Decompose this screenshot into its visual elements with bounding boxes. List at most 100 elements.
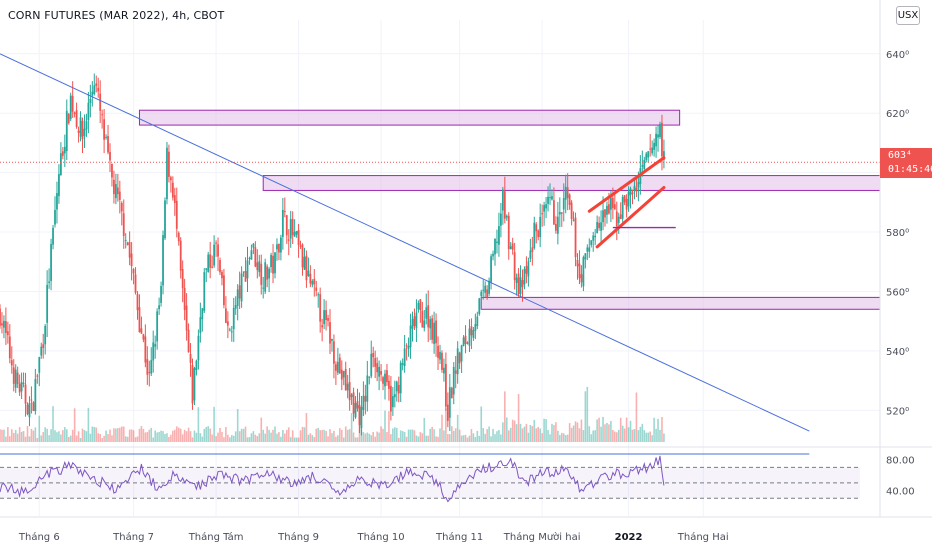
candle-body[interactable] bbox=[299, 245, 302, 247]
candle-body[interactable] bbox=[503, 191, 506, 219]
candle-body[interactable] bbox=[187, 329, 190, 353]
candle-body[interactable] bbox=[558, 211, 561, 215]
candle-body[interactable] bbox=[331, 338, 333, 341]
candle-body[interactable] bbox=[42, 344, 45, 348]
candle-body[interactable] bbox=[615, 211, 618, 227]
candle-body[interactable] bbox=[226, 321, 229, 326]
candle-body[interactable] bbox=[621, 197, 624, 219]
chart-drawings[interactable] bbox=[0, 53, 880, 455]
candle-body[interactable] bbox=[582, 257, 585, 287]
candle-body[interactable] bbox=[171, 182, 174, 198]
candle-body[interactable] bbox=[177, 232, 180, 242]
candle-body[interactable] bbox=[478, 298, 481, 315]
resistance-zones[interactable] bbox=[138, 109, 881, 310]
candle-body[interactable] bbox=[103, 119, 106, 140]
candle-body[interactable] bbox=[109, 151, 111, 161]
candle-body[interactable] bbox=[574, 217, 577, 258]
candle-body[interactable] bbox=[205, 268, 208, 270]
candle-body[interactable] bbox=[224, 308, 227, 323]
candle-body[interactable] bbox=[32, 402, 35, 411]
candle-body[interactable] bbox=[6, 331, 9, 336]
candle-body[interactable] bbox=[560, 212, 563, 214]
candle-body[interactable] bbox=[3, 320, 5, 328]
candle-body[interactable] bbox=[498, 226, 500, 245]
candle-body[interactable] bbox=[350, 394, 353, 397]
candle-body[interactable] bbox=[183, 287, 186, 310]
candle-body[interactable] bbox=[134, 274, 137, 293]
resistance-zone[interactable] bbox=[480, 296, 881, 310]
candle-body[interactable] bbox=[549, 197, 551, 199]
candle-body[interactable] bbox=[107, 136, 109, 153]
candle-body[interactable] bbox=[499, 213, 502, 226]
candle-body[interactable] bbox=[423, 320, 426, 329]
candle-body[interactable] bbox=[319, 294, 322, 322]
candle-body[interactable] bbox=[631, 192, 634, 194]
candle-body[interactable] bbox=[515, 277, 518, 284]
candle-body[interactable] bbox=[653, 142, 656, 150]
candle-body[interactable] bbox=[411, 318, 414, 329]
candle-body[interactable] bbox=[44, 326, 47, 345]
candle-body[interactable] bbox=[433, 322, 436, 344]
candle-body[interactable] bbox=[360, 406, 363, 428]
candle-body[interactable] bbox=[629, 188, 632, 196]
candle-body[interactable] bbox=[468, 328, 471, 346]
candle-body[interactable] bbox=[444, 363, 447, 407]
candle-body[interactable] bbox=[242, 271, 245, 273]
candle-body[interactable] bbox=[354, 402, 357, 418]
candle-body[interactable] bbox=[234, 305, 237, 309]
candle-body[interactable] bbox=[215, 242, 217, 244]
candle-body[interactable] bbox=[564, 186, 567, 200]
candle-body[interactable] bbox=[364, 395, 367, 402]
candle-body[interactable] bbox=[81, 120, 84, 140]
candle-body[interactable] bbox=[211, 266, 214, 268]
candle-body[interactable] bbox=[401, 363, 404, 365]
candle-body[interactable] bbox=[75, 110, 78, 127]
candle-body[interactable] bbox=[56, 193, 58, 210]
candle-body[interactable] bbox=[399, 362, 402, 394]
candle-body[interactable] bbox=[419, 299, 422, 311]
candle-body[interactable] bbox=[113, 179, 115, 195]
candle-body[interactable] bbox=[336, 361, 339, 373]
candle-body[interactable] bbox=[429, 319, 432, 329]
candle-body[interactable] bbox=[164, 200, 166, 239]
candle-body[interactable] bbox=[484, 285, 487, 293]
candle-body[interactable] bbox=[517, 273, 520, 295]
candle-body[interactable] bbox=[54, 209, 56, 225]
candle-body[interactable] bbox=[323, 310, 326, 325]
candle-body[interactable] bbox=[466, 342, 469, 344]
candle-body[interactable] bbox=[4, 321, 7, 333]
candle-body[interactable] bbox=[79, 117, 82, 137]
candle-body[interactable] bbox=[421, 310, 424, 328]
candle-body[interactable] bbox=[352, 392, 355, 414]
candle-body[interactable] bbox=[63, 146, 66, 154]
candle-body[interactable] bbox=[533, 222, 536, 249]
candle-body[interactable] bbox=[278, 243, 280, 253]
candle-body[interactable] bbox=[376, 363, 379, 373]
candle-body[interactable] bbox=[248, 257, 251, 259]
candle-body[interactable] bbox=[413, 316, 416, 327]
candle-body[interactable] bbox=[24, 384, 27, 404]
candle-body[interactable] bbox=[274, 252, 276, 274]
candle-body[interactable] bbox=[370, 353, 373, 377]
candle-body[interactable] bbox=[454, 370, 457, 374]
candle-body[interactable] bbox=[146, 359, 149, 375]
candle-body[interactable] bbox=[185, 305, 188, 331]
candle-body[interactable] bbox=[268, 268, 271, 279]
candle-body[interactable] bbox=[262, 287, 265, 289]
candle-body[interactable] bbox=[374, 358, 377, 367]
candle-body[interactable] bbox=[71, 95, 74, 112]
candle-body[interactable] bbox=[179, 240, 182, 271]
candle-body[interactable] bbox=[551, 196, 553, 200]
candle-body[interactable] bbox=[91, 91, 94, 96]
candle-body[interactable] bbox=[541, 213, 544, 215]
candle-body[interactable] bbox=[462, 337, 465, 347]
candle-body[interactable] bbox=[156, 311, 159, 342]
candle-body[interactable] bbox=[199, 317, 202, 333]
candle-body[interactable] bbox=[250, 250, 253, 260]
candle-body[interactable] bbox=[40, 346, 43, 356]
candle-body[interactable] bbox=[99, 93, 102, 111]
candle-body[interactable] bbox=[608, 204, 610, 214]
candle-body[interactable] bbox=[291, 218, 294, 236]
candle-body[interactable] bbox=[136, 294, 139, 311]
